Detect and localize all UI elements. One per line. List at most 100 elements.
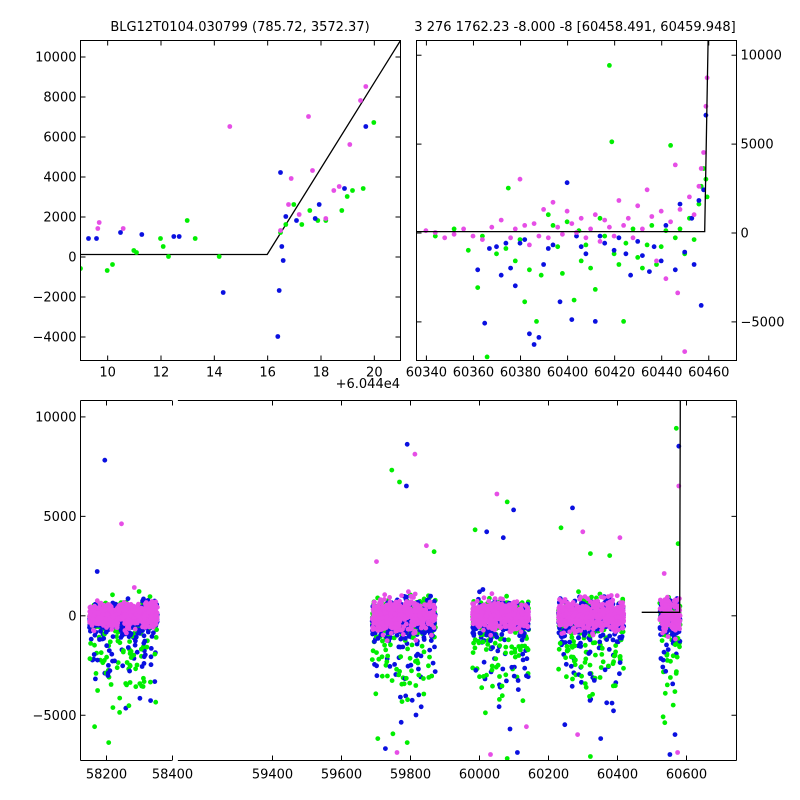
- outlier-point: [404, 740, 410, 745]
- data-point: [585, 606, 591, 612]
- data-point: [630, 226, 636, 232]
- data-point: [592, 212, 598, 218]
- data-point: [677, 201, 683, 207]
- y-tick-label: −2000: [33, 291, 77, 306]
- data-point: [557, 622, 562, 628]
- outlier-point: [397, 479, 402, 485]
- data-point: [587, 649, 593, 655]
- data-point: [404, 594, 409, 600]
- data-point: [419, 630, 425, 635]
- data-point: [310, 168, 315, 173]
- data-point: [288, 176, 294, 181]
- data-point: [698, 166, 704, 171]
- y-tick-label: 5000: [741, 138, 774, 153]
- data-point: [133, 638, 138, 644]
- data-point: [403, 615, 408, 621]
- x-tick-label: 14: [206, 366, 223, 381]
- data-point: [607, 224, 612, 230]
- data-point: [677, 207, 683, 212]
- data-point: [511, 612, 517, 617]
- data-point: [663, 223, 669, 228]
- data-point: [363, 84, 369, 89]
- data-point: [109, 651, 115, 657]
- data-point: [470, 650, 476, 655]
- data-point: [541, 262, 546, 267]
- data-point: [578, 640, 583, 646]
- data-point: [114, 634, 119, 639]
- data-point: [497, 623, 502, 629]
- data-point: [91, 652, 97, 657]
- data-point: [97, 637, 102, 642]
- data-point: [427, 654, 432, 660]
- data-point: [581, 632, 587, 638]
- data-point: [481, 627, 486, 633]
- data-point: [137, 695, 143, 701]
- data-point: [577, 607, 583, 613]
- data-point: [392, 606, 398, 612]
- data-point: [691, 237, 697, 243]
- data-point: [379, 627, 385, 632]
- data-point: [605, 594, 611, 599]
- data-point: [475, 267, 481, 273]
- data-point: [471, 633, 477, 638]
- data-point: [296, 212, 302, 217]
- data-point: [371, 614, 377, 619]
- data-point: [103, 629, 109, 635]
- data-point: [95, 226, 101, 231]
- outlier-point: [494, 491, 500, 497]
- outlier-point: [124, 682, 129, 688]
- data-point: [134, 649, 140, 655]
- data-point: [522, 223, 528, 228]
- data-point: [576, 622, 582, 628]
- data-point: [350, 188, 355, 193]
- data-point: [431, 625, 437, 630]
- data-point: [142, 638, 148, 644]
- data-point: [276, 288, 282, 293]
- data-point: [557, 299, 563, 305]
- data-point: [482, 320, 488, 326]
- data-point: [663, 276, 669, 282]
- data-point: [421, 691, 427, 697]
- data-point: [569, 683, 575, 689]
- top-right-frame: [416, 40, 737, 361]
- data-point: [92, 632, 98, 638]
- data-point: [110, 262, 115, 267]
- data-point: [87, 656, 93, 662]
- data-point: [409, 668, 414, 674]
- data-point: [703, 112, 709, 118]
- x-tick-label: 60440: [641, 366, 682, 381]
- top-left-panel: BLG12T0104.030799 (785.72, 3572.37) 10 12…: [33, 20, 401, 392]
- data-point: [139, 664, 145, 669]
- data-point: [481, 659, 487, 665]
- data-point: [134, 662, 140, 668]
- data-point: [118, 230, 123, 235]
- data-point: [518, 647, 523, 653]
- data-point: [483, 617, 489, 622]
- data-point: [406, 589, 411, 595]
- y-tick-label: 2000: [43, 211, 76, 226]
- data-point: [426, 611, 432, 617]
- data-point: [106, 648, 112, 653]
- data-point: [536, 233, 542, 239]
- data-point: [522, 602, 528, 608]
- data-point: [465, 247, 471, 253]
- data-point: [92, 642, 97, 648]
- data-point: [524, 673, 529, 679]
- data-point: [556, 646, 562, 652]
- data-point: [149, 608, 155, 614]
- data-point: [497, 697, 502, 702]
- data-point: [140, 684, 146, 689]
- data-point: [593, 624, 599, 630]
- data-point: [503, 650, 508, 656]
- data-point: [371, 599, 377, 605]
- top-left-x-offset-label: +6.044e4: [336, 377, 400, 392]
- data-point: [430, 660, 436, 666]
- data-point: [378, 597, 383, 602]
- data-point: [583, 615, 588, 621]
- data-point: [132, 626, 138, 632]
- data-point: [407, 655, 413, 661]
- data-point: [299, 222, 305, 227]
- data-point: [581, 625, 587, 630]
- data-point: [619, 635, 624, 641]
- data-point: [658, 244, 664, 250]
